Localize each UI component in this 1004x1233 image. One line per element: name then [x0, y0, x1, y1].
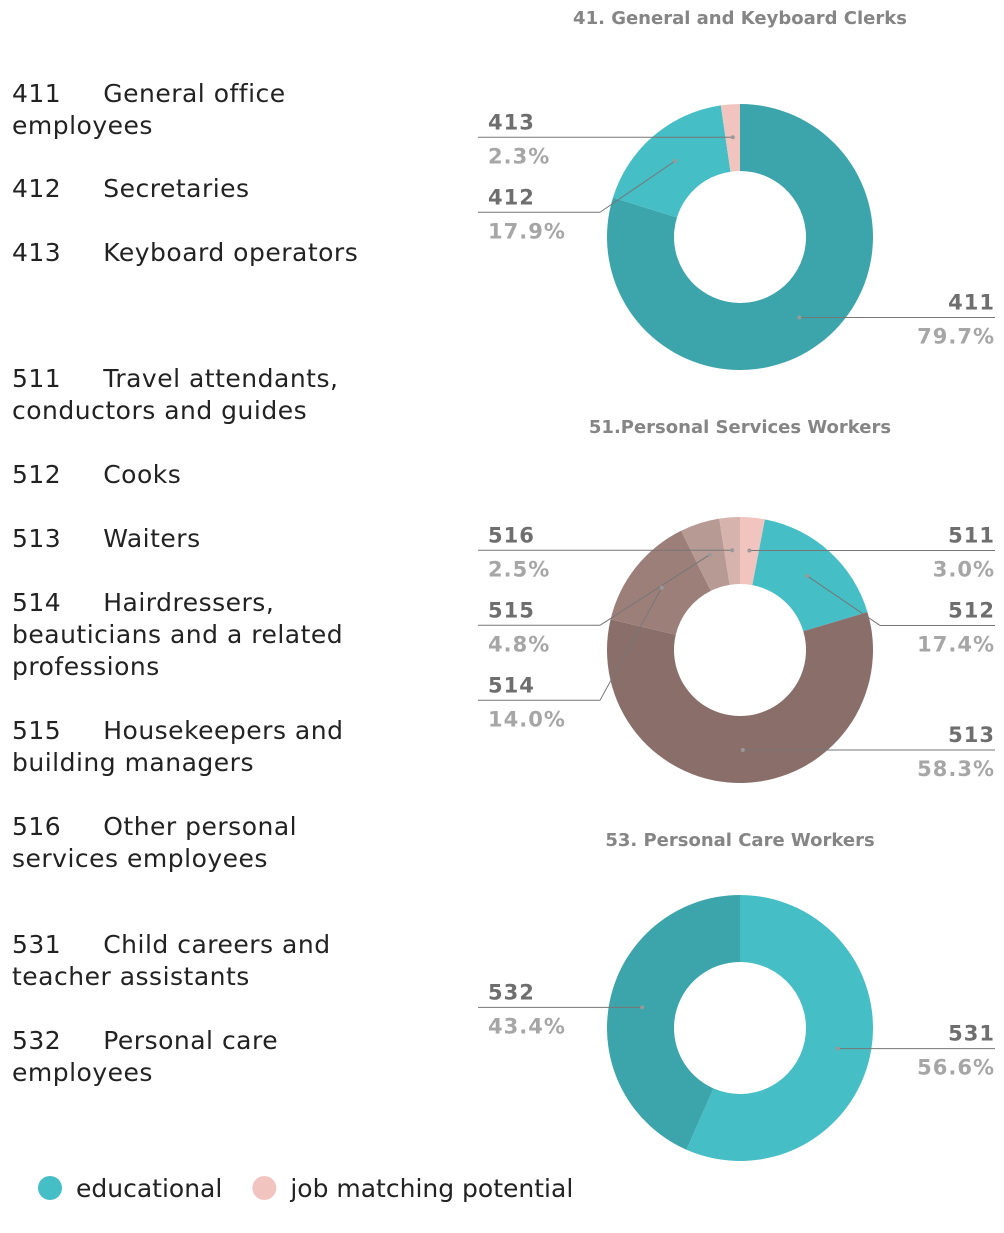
slice [607, 104, 874, 371]
label-value: 56.6% [917, 1056, 995, 1080]
label-code: 514 [488, 673, 535, 697]
label-value: 2.5% [488, 557, 550, 581]
legend-swatch [38, 1176, 62, 1200]
leader-dot [835, 1046, 840, 1051]
text: Cooks [103, 460, 182, 489]
description: 515 Housekeepers and building managers [12, 715, 382, 779]
label-value: 2.3% [488, 144, 550, 168]
leader-line [599, 587, 663, 701]
text: Waiters [103, 524, 201, 553]
label-value: 58.3% [917, 757, 995, 781]
slice [720, 104, 740, 172]
leader-dot [730, 135, 735, 140]
label-code: 413 [488, 110, 535, 134]
code: 413 [12, 238, 62, 267]
text: Personal care employees [12, 1026, 279, 1087]
code: 511 [12, 364, 62, 393]
code: 513 [12, 524, 62, 553]
code: 515 [12, 716, 62, 745]
leader-dot [805, 573, 810, 578]
leader-line [599, 554, 710, 626]
legend-swatch [252, 1176, 277, 1200]
description: 512 Cooks [12, 459, 382, 491]
slice [607, 612, 873, 783]
leader-dot [740, 747, 745, 752]
text: Keyboard operators [103, 238, 359, 267]
code: 514 [12, 588, 62, 617]
slice [686, 895, 873, 1161]
slice [610, 530, 711, 635]
text: General office employees [12, 79, 286, 140]
leader-dot [673, 159, 678, 164]
label-code: 512 [948, 598, 995, 622]
chart-title: 41. General and Keyboard Clerks [573, 8, 907, 29]
leader-line [599, 160, 676, 213]
text: Other personal services employees [12, 812, 298, 873]
label-code: 411 [948, 290, 995, 314]
code: 516 [12, 812, 62, 841]
label-value: 3.0% [933, 557, 995, 581]
text: Secretaries [103, 174, 250, 203]
label-value: 17.4% [917, 632, 995, 656]
description: 513 Waiters [12, 523, 382, 555]
text: Hairdressers, beauticians and a related … [12, 588, 344, 681]
text: Housekeepers and building managers [12, 716, 344, 777]
chart-title: 53. Personal Care Workers [605, 830, 874, 851]
description: 531 Child careers and teacher assistants [12, 929, 382, 993]
text: Travel attendants, conductors and guides [12, 364, 339, 425]
code: 411 [12, 79, 62, 108]
label-code: 515 [488, 598, 535, 622]
text: Child careers and teacher assistants [12, 930, 331, 991]
label-code: 513 [948, 723, 995, 747]
leader-dot [707, 552, 712, 557]
label-value: 17.9% [488, 219, 566, 243]
label-value: 4.8% [488, 632, 550, 656]
label-value: 43.4% [488, 1014, 566, 1038]
leader-dot [730, 548, 735, 553]
description: 412 Secretaries [12, 173, 382, 205]
description: 516 Other personal services employees [12, 811, 382, 875]
slice [681, 518, 730, 591]
legend-label: educational [76, 1174, 222, 1203]
description: 413 Keyboard operators [12, 237, 382, 269]
label-code: 532 [488, 980, 535, 1004]
leader-dot [747, 548, 752, 553]
label-code: 412 [488, 185, 535, 209]
leader-dot [659, 585, 664, 590]
description: 511 Travel attendants, conductors and gui… [12, 363, 382, 427]
code: 412 [12, 174, 62, 203]
label-code: 511 [948, 523, 995, 547]
description: 514 Hairdressers, beauticians and a relat… [12, 587, 382, 683]
leader-dot [797, 315, 802, 320]
legend-label: job matching potential [289, 1174, 573, 1203]
slice [752, 519, 868, 632]
slice [740, 517, 765, 586]
description: 411 General office employees [12, 78, 382, 142]
label-value: 79.7% [917, 324, 995, 348]
code: 512 [12, 460, 62, 489]
code: 531 [12, 930, 62, 959]
label-code: 516 [488, 523, 535, 547]
leader-line [806, 575, 881, 626]
description: 532 Personal care employees [12, 1025, 382, 1089]
code: 532 [12, 1026, 62, 1055]
label-value: 14.0% [488, 707, 566, 731]
slice [607, 895, 740, 1150]
slice [719, 517, 740, 585]
slice [612, 105, 731, 218]
label-code: 531 [948, 1022, 995, 1046]
chart-title: 51.Personal Services Workers [589, 417, 891, 438]
leader-dot [640, 1005, 645, 1010]
